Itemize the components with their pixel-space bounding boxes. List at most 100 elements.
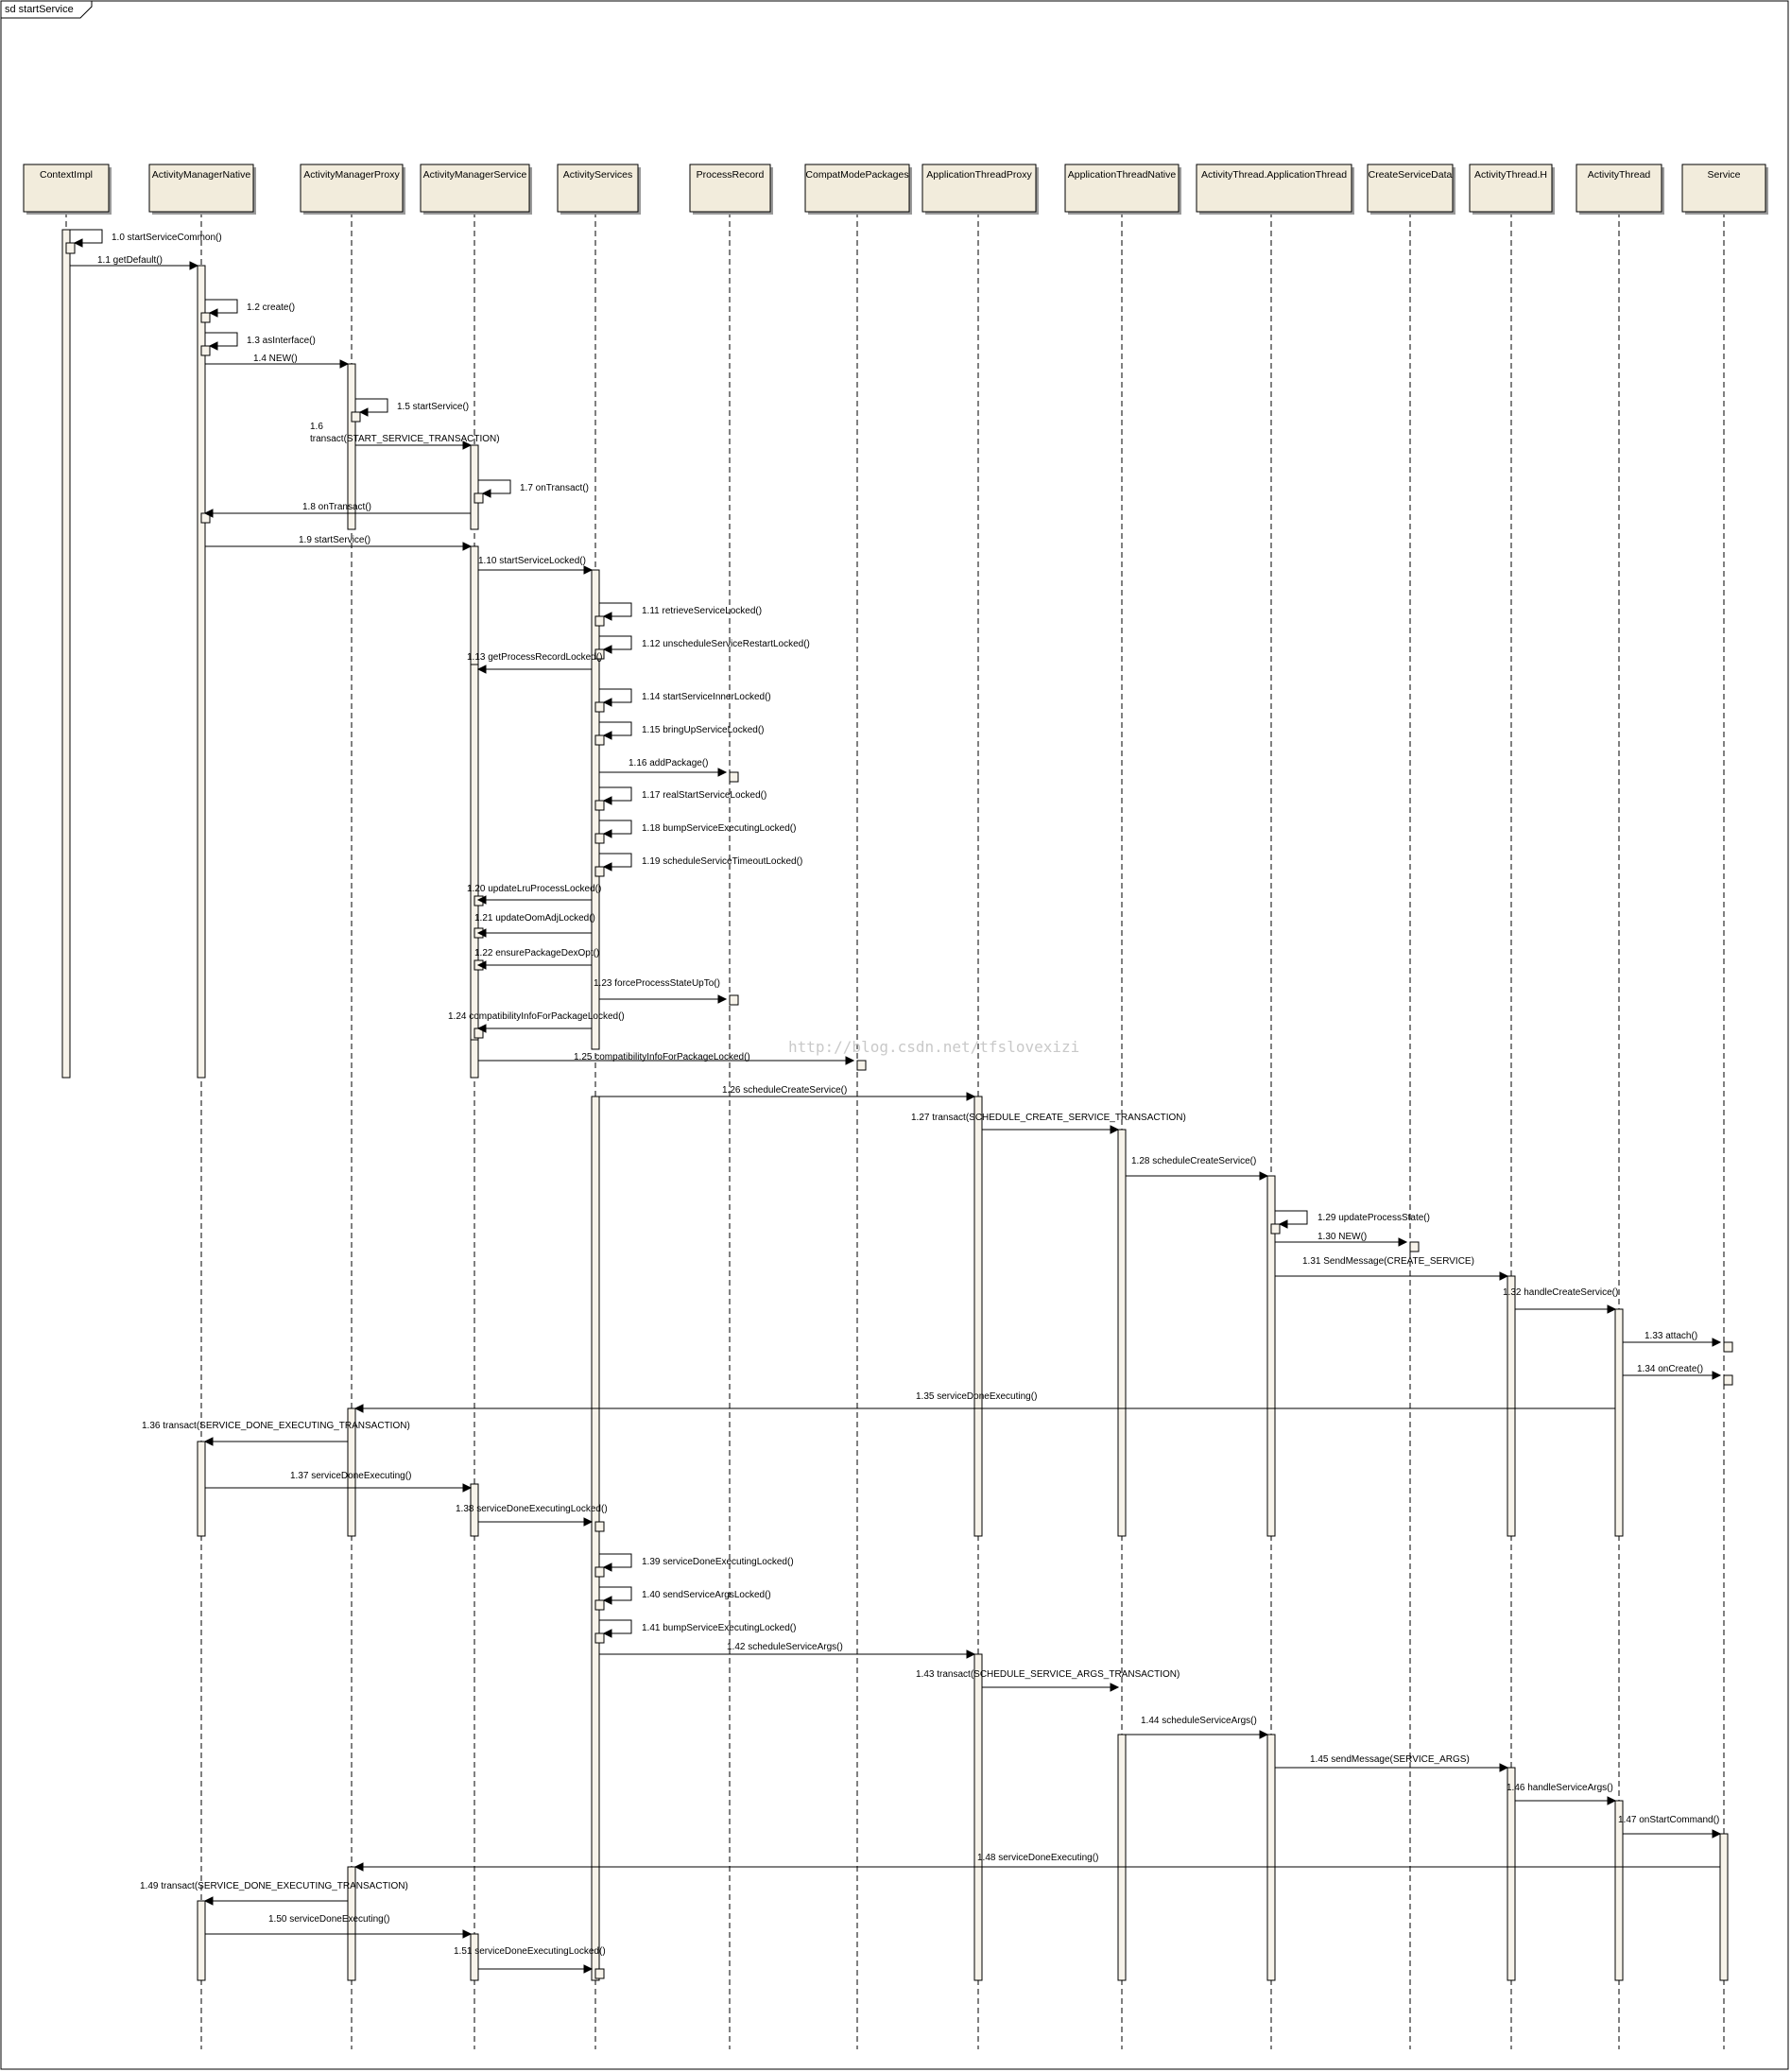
activation-bar [347, 363, 356, 530]
message-label: 1.3 asInterface() [247, 336, 316, 346]
message-arrowhead [602, 731, 612, 740]
activation-bar [1723, 1374, 1733, 1386]
message-label: 1.29 updateProcessState() [1317, 1213, 1430, 1223]
message-label: 1.15 bringUpServiceLocked() [642, 725, 765, 735]
activation-bar [470, 1933, 479, 1981]
message-2: 1.2 create() [205, 299, 295, 318]
message-arrowhead [476, 1024, 487, 1033]
message-arrowhead [602, 1629, 612, 1638]
message-arrowhead [1259, 1171, 1269, 1181]
message-label: 1.46 handleServiceArgs() [1507, 1783, 1613, 1793]
activation-bar [856, 1060, 867, 1071]
self-message-line [599, 635, 632, 650]
message-arrowhead [583, 565, 594, 575]
participant-box-ActivityThread [1576, 164, 1662, 213]
activation-bar [594, 1521, 605, 1532]
frame-title: sd startService [5, 4, 74, 15]
activation-bar [594, 1566, 605, 1578]
message-28: 1.28 scheduleCreateService() [1126, 1156, 1269, 1181]
activation-bar [594, 701, 605, 713]
message-arrowhead [203, 1437, 214, 1446]
message-11: 1.11 retrieveServiceLocked() [599, 602, 762, 621]
message-label: 1.17 realStartServiceLocked() [642, 790, 766, 801]
activation-bar [1117, 1734, 1127, 1981]
activation-bar [1266, 1175, 1276, 1537]
message-label: 1.8 onTransact() [302, 502, 371, 512]
activation-bar [61, 229, 71, 1079]
participant-label: ActivityManagerNative [152, 169, 251, 181]
message-arrowhead [583, 1964, 594, 1974]
message-arrowhead [358, 407, 369, 417]
message-arrowhead [717, 768, 728, 777]
activation-bar [594, 1968, 605, 1979]
participant-box-ActivityManagerProxy [300, 164, 404, 213]
message-label: 1.16 addPackage() [629, 758, 709, 768]
message-arrowhead [203, 509, 214, 518]
participant-label: ActivityThread.ApplicationThread [1201, 169, 1347, 181]
watermark-text: http://blog.csdn.net/tfslovexizi [788, 1038, 1079, 1056]
message-44: 1.44 scheduleServiceArgs() [1126, 1716, 1269, 1739]
message-label: 1.45 sendMessage(SERVICE_ARGS) [1310, 1754, 1470, 1765]
message-39: 1.39 serviceDoneExecutingLocked() [599, 1553, 794, 1572]
participant-label: ActivityManagerService [423, 169, 527, 181]
message-label: 1.40 sendServiceArgsLocked() [642, 1590, 771, 1600]
activation-bar [594, 833, 605, 844]
activation-bar [594, 615, 605, 627]
message-15: 1.15 bringUpServiceLocked() [599, 721, 765, 740]
message-13: 1.13 getProcessRecordLocked() [467, 652, 602, 674]
participant-heads: ContextImpl ActivityManagerNative Activity… [23, 164, 1768, 215]
message-label: 1.31 SendMessage(CREATE_SERVICE) [1302, 1256, 1474, 1267]
activation-bar [474, 492, 484, 504]
message-arrowhead [583, 1517, 594, 1527]
activation-bar [1507, 1275, 1516, 1537]
message-47: 1.47 onStartCommand() [1618, 1815, 1722, 1839]
participant-box-CompatModePackages [804, 164, 910, 213]
message-8: 1.8 onTransact() [203, 502, 471, 518]
message-arrowhead [476, 928, 487, 938]
message-3: 1.3 asInterface() [205, 332, 316, 351]
message-label: 1.6 [310, 422, 323, 432]
message-45: 1.45 sendMessage(SERVICE_ARGS) [1275, 1754, 1509, 1772]
message-arrowhead [339, 359, 350, 369]
messages: 1.0 startServiceCommon() 1.1 getDefault()… [70, 229, 1722, 1974]
participant-label: Service [1707, 169, 1740, 181]
message-48: 1.48 serviceDoneExecuting() [353, 1853, 1720, 1872]
self-message-line [355, 398, 388, 413]
message-label: 1.38 serviceDoneExecutingLocked() [456, 1504, 608, 1514]
message-19: 1.19 scheduleServiceTimeoutLocked() [599, 853, 802, 872]
message-label: 1.2 create() [247, 302, 295, 313]
watermark-layer: http://blog.csdn.net/tfslovexizi [788, 1038, 1079, 1056]
message-arrowhead [462, 542, 473, 551]
self-message-line [599, 688, 632, 703]
self-message-line [599, 820, 632, 835]
self-message-line [599, 721, 632, 736]
message-arrowhead [1607, 1304, 1617, 1314]
message-label: 1.24 compatibilityInfoForPackageLocked() [448, 1011, 625, 1022]
self-message-line [70, 229, 103, 244]
message-arrowhead [203, 1896, 214, 1906]
message-14: 1.14 startServiceInnerLocked() [599, 688, 771, 707]
message-arrowhead [1259, 1730, 1269, 1739]
message-16: 1.16 addPackage() [599, 758, 728, 777]
message-label: 1.44 scheduleServiceArgs() [1141, 1716, 1257, 1726]
participant-box-ActivityThreadH [1469, 164, 1553, 213]
message-label: 1.51 serviceDoneExecutingLocked() [454, 1946, 606, 1957]
message-label: 1.33 attach() [1645, 1331, 1697, 1341]
activation-bar [1507, 1767, 1516, 1981]
message-label: 1.25 compatibilityInfoForPackageLocked() [574, 1052, 750, 1062]
participant-box-ApplicationThreadNative [1064, 164, 1180, 213]
message-36: 1.36 transact(SERVICE_DONE_EXECUTING_TRA… [142, 1421, 410, 1446]
self-message-line [1275, 1210, 1308, 1225]
activation-bar [197, 265, 206, 1079]
message-label: 1.32 handleCreateService() [1503, 1287, 1618, 1298]
activation-bar [594, 648, 605, 660]
participant-label: ApplicationThreadProxy [926, 169, 1032, 181]
message-arrowhead [462, 1483, 473, 1493]
message-arrowhead [189, 261, 199, 270]
message-34: 1.34 onCreate() [1623, 1364, 1722, 1380]
message-42: 1.42 scheduleServiceArgs() [599, 1642, 976, 1659]
self-message-line [478, 479, 511, 494]
participant-label: ActivityThread [1588, 169, 1651, 181]
message-label: 1.34 onCreate() [1637, 1364, 1703, 1374]
